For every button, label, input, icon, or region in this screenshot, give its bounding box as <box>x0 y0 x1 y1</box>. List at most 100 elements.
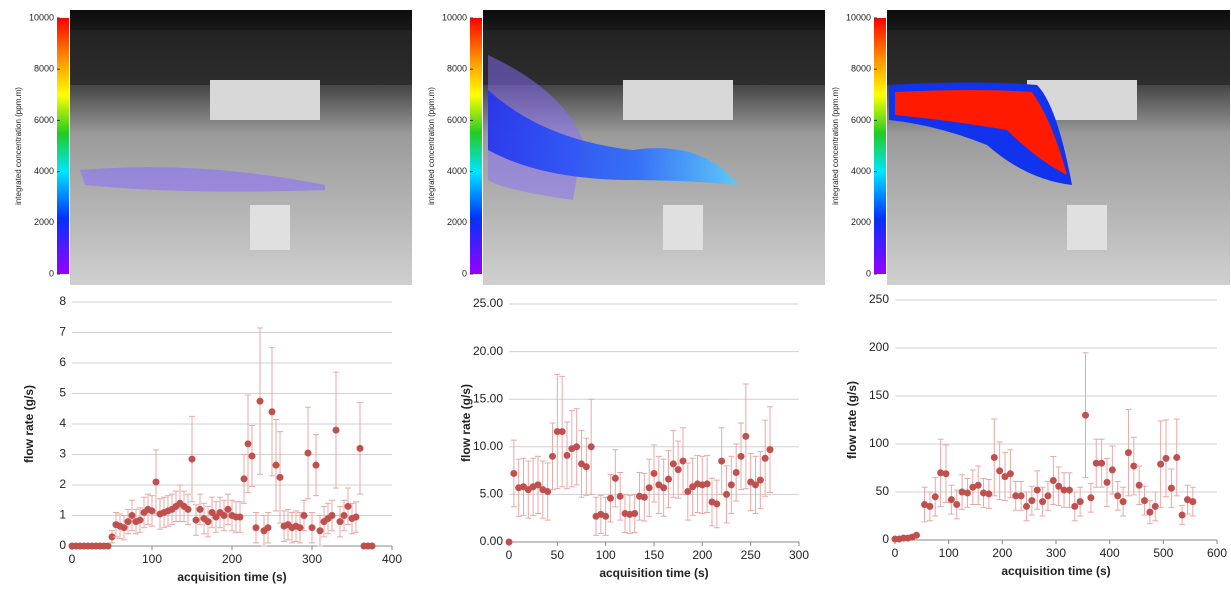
data-point <box>1157 460 1165 468</box>
data-point <box>1076 498 1084 506</box>
image-panel <box>70 10 412 285</box>
data-point <box>718 457 726 465</box>
y-tick-label: 15.00 <box>473 391 503 405</box>
colorbar-tick-label: 2000 <box>447 217 467 227</box>
data-point <box>352 513 360 521</box>
data-point <box>1178 511 1186 519</box>
x-tick-label: 100 <box>939 546 959 560</box>
y-tick-label: 10.00 <box>473 439 503 453</box>
data-point <box>136 516 144 524</box>
data-point <box>1103 478 1111 486</box>
data-point <box>196 505 204 513</box>
data-point <box>308 524 316 532</box>
data-point <box>108 533 116 541</box>
data-point <box>1012 492 1020 500</box>
data-point <box>558 428 566 436</box>
data-point <box>766 446 774 454</box>
data-point <box>1162 454 1170 462</box>
data-point <box>1060 486 1068 494</box>
colorbar-tick-label: 4000 <box>34 166 54 176</box>
colorbar-label: integrated concentration (ppm.m) <box>427 87 436 205</box>
x-tick-label: 250 <box>741 548 761 562</box>
data-point <box>563 451 571 459</box>
y-tick-label: 250 <box>869 292 889 306</box>
data-point <box>336 518 344 526</box>
data-point <box>505 538 513 546</box>
y-tick-label: 6 <box>59 355 66 369</box>
data-point <box>942 470 950 478</box>
data-point <box>553 428 561 436</box>
data-point <box>268 408 276 416</box>
data-point <box>713 500 721 508</box>
y-tick-label: 200 <box>869 340 889 354</box>
data-point <box>312 461 320 469</box>
data-point <box>1130 462 1138 470</box>
data-point <box>1065 486 1073 494</box>
data-point <box>152 478 160 486</box>
x-tick-label: 400 <box>1100 546 1120 560</box>
data-point <box>244 440 252 448</box>
y-tick-label: 100 <box>869 436 889 450</box>
colorbar <box>874 18 886 274</box>
data-point <box>756 476 764 484</box>
data-point <box>1049 476 1057 484</box>
data-point <box>947 496 955 504</box>
colorbar-tick-label: 10000 <box>29 12 54 22</box>
y-axis-label: flow rate (g/s) <box>22 385 36 463</box>
data-point <box>208 508 216 516</box>
colorbar-tick-label: 2000 <box>34 217 54 227</box>
colorbar-tick-label: 6000 <box>447 115 467 125</box>
x-tick-label: 0 <box>69 552 76 566</box>
y-tick-label: 8 <box>59 294 66 308</box>
data-point <box>1141 497 1149 505</box>
y-tick-label: 50 <box>876 484 890 498</box>
data-point <box>684 488 692 496</box>
y-axis-label: flow rate (g/s) <box>459 384 473 462</box>
x-tick-label: 0 <box>506 548 513 562</box>
data-point <box>1055 482 1063 490</box>
data-point <box>1006 470 1014 478</box>
data-point <box>727 481 735 489</box>
x-tick-label: 100 <box>142 552 162 566</box>
x-tick-label: 300 <box>1046 546 1066 560</box>
data-point <box>1098 459 1106 467</box>
colorbar-tick-label: 10000 <box>442 12 467 22</box>
data-point <box>356 444 364 452</box>
x-tick-label: 150 <box>644 548 664 562</box>
y-tick-label: 25.00 <box>473 296 503 310</box>
colorbar-label: integrated concentration (ppm.m) <box>831 87 840 205</box>
data-point <box>1167 484 1175 492</box>
data-point <box>1039 498 1047 506</box>
x-tick-label: 50 <box>551 548 565 562</box>
image-panel <box>887 10 1230 285</box>
data-point <box>544 488 552 496</box>
colorbar-label: integrated concentration (ppm.m) <box>14 87 23 205</box>
y-tick-label: 150 <box>869 388 889 402</box>
x-tick-label: 100 <box>596 548 616 562</box>
x-tick-label: 200 <box>692 548 712 562</box>
colorbar-tick-label: 6000 <box>34 115 54 125</box>
data-point <box>204 518 212 526</box>
data-point <box>1173 453 1181 461</box>
data-point <box>703 480 711 488</box>
plume-core <box>895 90 1067 175</box>
y-tick-label: 4 <box>59 416 66 430</box>
data-point <box>645 484 653 492</box>
data-point <box>272 461 280 469</box>
data-point <box>104 542 112 550</box>
x-tick-label: 300 <box>302 552 322 566</box>
data-point <box>996 467 1004 475</box>
x-tick-label: 0 <box>892 546 899 560</box>
building <box>1067 205 1107 250</box>
plume <box>488 90 738 185</box>
colorbar <box>470 18 482 274</box>
data-point <box>980 489 988 497</box>
y-tick-label: 0.00 <box>480 534 504 548</box>
data-point <box>573 443 581 451</box>
data-point <box>732 469 740 477</box>
data-point <box>1124 449 1132 457</box>
data-point <box>252 524 260 532</box>
data-point <box>602 512 610 520</box>
colorbar-tick-label: 8000 <box>34 64 54 74</box>
data-point <box>611 474 619 482</box>
